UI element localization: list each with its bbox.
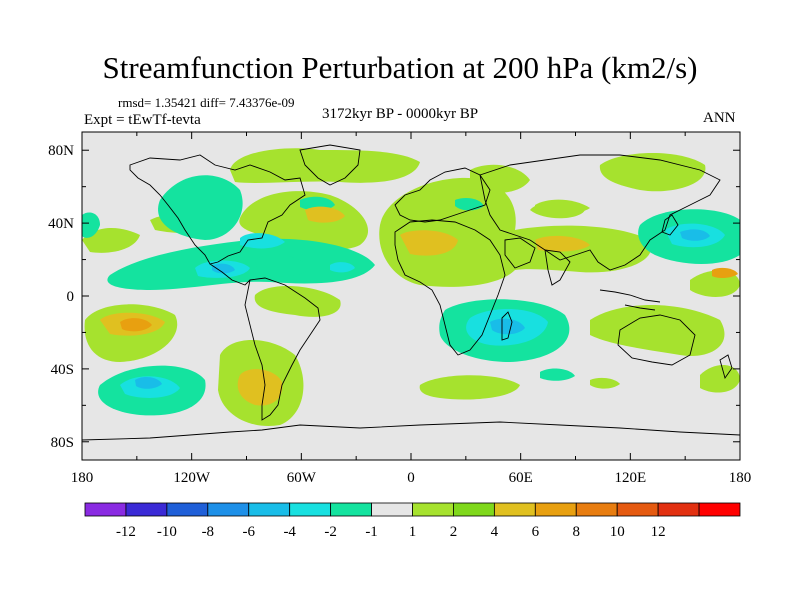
colorbar-label: -2 bbox=[324, 524, 337, 540]
field-north-africa-positive bbox=[470, 164, 530, 193]
y-tick-label: 40S bbox=[51, 362, 74, 378]
coastline-madagascar bbox=[501, 311, 513, 341]
field-tropical-atlantic-positive bbox=[254, 285, 341, 317]
field-caribbean-east-cyan bbox=[330, 262, 355, 273]
x-tick-label: 180 bbox=[729, 470, 752, 486]
colorbar-swatch bbox=[207, 502, 250, 517]
colorbar-label: 4 bbox=[491, 524, 499, 540]
colorbar-swatch bbox=[698, 502, 741, 517]
coastline-japan bbox=[661, 214, 679, 236]
colorbar-label: 8 bbox=[573, 524, 581, 540]
experiment-label: Expt = tEwTf-tevta bbox=[84, 112, 201, 128]
field-africa-positive bbox=[379, 177, 652, 287]
field-caribbean-core bbox=[212, 263, 235, 274]
field-south-pacific-core bbox=[135, 376, 162, 389]
colorbar-label: 12 bbox=[651, 524, 666, 540]
coastline-australia bbox=[617, 314, 696, 366]
field-west-pacific-edge-negative bbox=[82, 212, 100, 238]
colorbar-label: -8 bbox=[202, 524, 215, 540]
field-east-pacific-positive bbox=[700, 364, 740, 393]
field-north-pacific-core bbox=[712, 267, 738, 279]
coastlines bbox=[82, 144, 740, 441]
colorbar-swatch bbox=[125, 502, 168, 517]
x-tick-label: 120W bbox=[173, 470, 211, 486]
colorbar-swatch bbox=[412, 502, 454, 517]
field-southern-ocean-positive bbox=[419, 375, 520, 400]
colorbar-swatch bbox=[575, 502, 618, 517]
colorbar-label: 6 bbox=[532, 524, 540, 540]
colorbar-swatch bbox=[657, 502, 700, 517]
field-southwest-pacific-positive bbox=[590, 305, 725, 356]
y-tick-label: 0 bbox=[67, 289, 75, 305]
colorbar-label: -12 bbox=[116, 524, 136, 540]
colorbar-swatch bbox=[248, 502, 291, 517]
coastline-north-america bbox=[129, 154, 306, 265]
colorbar-swatch bbox=[493, 502, 536, 517]
season-label: ANN bbox=[703, 110, 736, 126]
colorbar-swatch bbox=[453, 502, 495, 517]
coastline-india bbox=[544, 249, 571, 286]
field-indian-ocean-core bbox=[490, 318, 525, 335]
coastline-arabia bbox=[504, 237, 536, 269]
field-subarctic-positive bbox=[230, 148, 420, 183]
colorbar-label: 10 bbox=[610, 524, 625, 540]
field-sahara-positive bbox=[400, 230, 458, 256]
colorbar-swatch bbox=[534, 502, 577, 517]
colorbar-swatch bbox=[84, 502, 127, 517]
chart-title: Streamfunction Perturbation at 200 hPa (… bbox=[102, 50, 698, 85]
y-tick-label: 80S bbox=[51, 435, 74, 451]
field-northwest-pacific-core bbox=[680, 229, 710, 241]
field-arabia-positive bbox=[535, 235, 590, 252]
anomaly-fields bbox=[82, 148, 740, 426]
field-north-america-negative bbox=[158, 175, 243, 240]
field-mid-pacific-positive bbox=[590, 377, 620, 389]
field-south-america-negative bbox=[255, 254, 310, 277]
x-tick-label: 0 bbox=[407, 470, 415, 486]
colorbar-label: -10 bbox=[157, 524, 177, 540]
colorbar: -12 -10 -8 -6 -4 -2 -1 1 2 4 6 8 10 12 bbox=[84, 502, 741, 540]
coastline-antarctica bbox=[82, 421, 740, 441]
colorbar-label: 2 bbox=[450, 524, 458, 540]
x-tick-label: 180 bbox=[71, 470, 94, 486]
colorbar-swatch bbox=[330, 502, 372, 517]
x-tick-label: 60W bbox=[287, 470, 317, 486]
coastline-africa bbox=[394, 219, 506, 356]
colorbar-swatch bbox=[166, 502, 209, 517]
field-southeast-pacific-core bbox=[120, 318, 152, 332]
field-south-atlantic-positive-core bbox=[237, 369, 283, 406]
field-north-indian-positive bbox=[535, 199, 590, 214]
coastline-south-america bbox=[244, 277, 321, 421]
y-tick-label: 40N bbox=[48, 216, 74, 232]
coastline-asia bbox=[479, 154, 721, 271]
colorbar-label: -6 bbox=[243, 524, 256, 540]
stats-label: rmsd= 1.35421 diff= 7.43376e-09 bbox=[118, 95, 295, 110]
colorbar-swatch bbox=[616, 502, 659, 517]
field-north-america-cyan bbox=[240, 233, 285, 249]
x-tick-label: 60E bbox=[509, 470, 533, 486]
coastline-indonesia bbox=[599, 289, 661, 311]
colorbar-label: 1 bbox=[409, 524, 417, 540]
field-southern-indian-negative bbox=[540, 368, 575, 381]
x-tick-label: 120E bbox=[614, 470, 646, 486]
map-axes: 180 120W 60W 0 60E 120E 180 80N 40N 0 40S 80S bbox=[48, 132, 751, 486]
coastline-central-america bbox=[209, 263, 251, 286]
colorbar-label: -1 bbox=[365, 524, 378, 540]
colorbar-swatch bbox=[371, 502, 413, 517]
coastline-greenland bbox=[299, 144, 361, 186]
field-pacific-west-positive bbox=[82, 228, 140, 253]
colorbar-swatch bbox=[289, 502, 332, 517]
period-label: 3172kyr BP - 0000kyr BP bbox=[322, 106, 479, 122]
colorbar-label: -4 bbox=[283, 524, 296, 540]
coastline-new-zealand bbox=[719, 354, 733, 380]
field-north-atlantic-positive-core bbox=[305, 206, 345, 223]
field-siberia-positive bbox=[599, 152, 706, 192]
y-tick-label: 80N bbox=[48, 143, 74, 159]
